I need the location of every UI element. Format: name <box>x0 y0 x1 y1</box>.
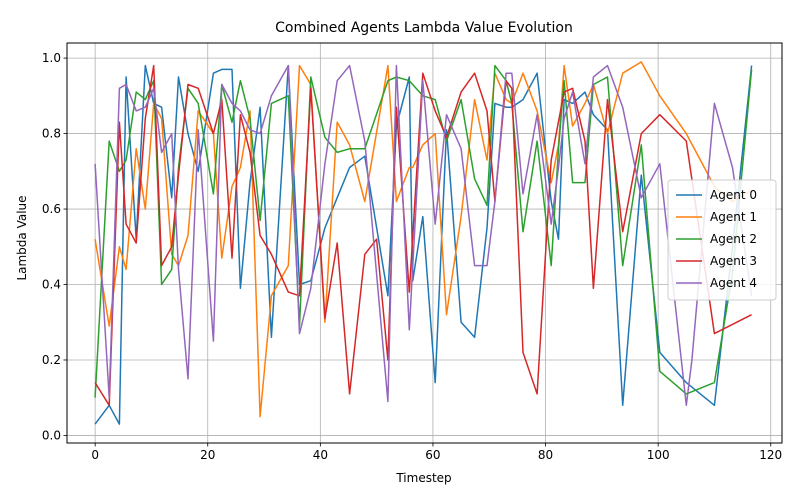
x-tick-label: 100 <box>647 448 670 462</box>
y-tick-label: 0.6 <box>42 202 61 216</box>
x-axis-ticks: 0 20 40 60 80 100 120 <box>91 443 782 462</box>
legend-box <box>667 179 777 301</box>
legend-label: Agent 3 <box>710 254 757 268</box>
y-tick-label: 1.0 <box>42 51 61 65</box>
x-tick-label: 20 <box>200 448 215 462</box>
x-tick-label: 80 <box>538 448 553 462</box>
plot-frame <box>66 42 783 444</box>
legend-label: Agent 1 <box>710 210 757 224</box>
legend-label: Agent 2 <box>710 232 757 246</box>
x-tick-label: 60 <box>425 448 440 462</box>
x-tick-label: 120 <box>759 448 782 462</box>
legend-label: Agent 4 <box>710 276 757 290</box>
legend-label: Agent 0 <box>710 188 757 202</box>
series-line-agent-3 <box>94 64 752 407</box>
x-tick-label: 0 <box>91 448 99 462</box>
series-line-agent-4 <box>94 64 753 407</box>
y-tick-label: 0.8 <box>42 127 61 141</box>
y-axis-label: Lambda Value <box>15 195 29 280</box>
y-tick-label: 0.0 <box>42 428 61 442</box>
x-tick-label: 40 <box>313 448 328 462</box>
series-lines <box>94 61 753 425</box>
legend: Agent 0 Agent 1 Agent 2 Agent 3 Agent 4 <box>667 179 777 301</box>
y-axis-ticks: 0.0 0.2 0.4 0.6 0.8 1.0 <box>42 51 67 442</box>
y-tick-label: 0.2 <box>42 353 61 367</box>
chart-title: Combined Agents Lambda Value Evolution <box>275 20 573 36</box>
x-axis-label: Timestep <box>395 471 451 485</box>
y-tick-label: 0.4 <box>42 278 61 292</box>
